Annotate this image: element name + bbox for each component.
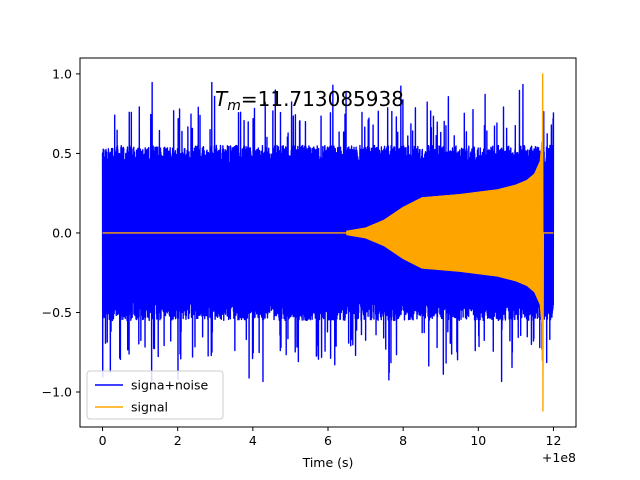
series-line-signal <box>102 73 554 412</box>
y-tick-label: −1.0 <box>42 385 72 400</box>
x-tick-label: 10 <box>470 433 486 448</box>
annotation-value: =11.713085938 <box>241 87 404 111</box>
legend-label-signal: signal <box>131 400 168 415</box>
y-tick-label: −0.5 <box>42 305 72 320</box>
x-tick-label: 0 <box>99 433 107 448</box>
y-axis: 1.0 0.5 0.0 −0.5 −1.0 <box>42 66 80 400</box>
plot-area <box>101 73 555 412</box>
x-offset-label: +1e8 <box>542 450 576 465</box>
y-tick-label: 0.5 <box>52 146 72 161</box>
legend-label-signa-noise: signa+noise <box>131 378 209 393</box>
y-tick-label: 0.0 <box>52 225 72 240</box>
annotation-subscript: m <box>227 98 241 114</box>
annotation-prefix: T <box>215 87 229 111</box>
legend: signa+noise signal <box>86 370 224 420</box>
x-axis: 0 2 4 6 8 10 12 <box>99 427 562 448</box>
x-tick-label: 2 <box>174 433 182 448</box>
x-tick-label: 4 <box>249 433 257 448</box>
x-tick-label: 12 <box>546 433 562 448</box>
x-axis-label: Time (s) <box>302 455 354 470</box>
x-tick-label: 8 <box>399 433 407 448</box>
x-tick-label: 6 <box>324 433 332 448</box>
y-tick-label: 1.0 <box>52 66 72 81</box>
merger-time-annotation: Tm=11.713085938 <box>215 87 404 114</box>
